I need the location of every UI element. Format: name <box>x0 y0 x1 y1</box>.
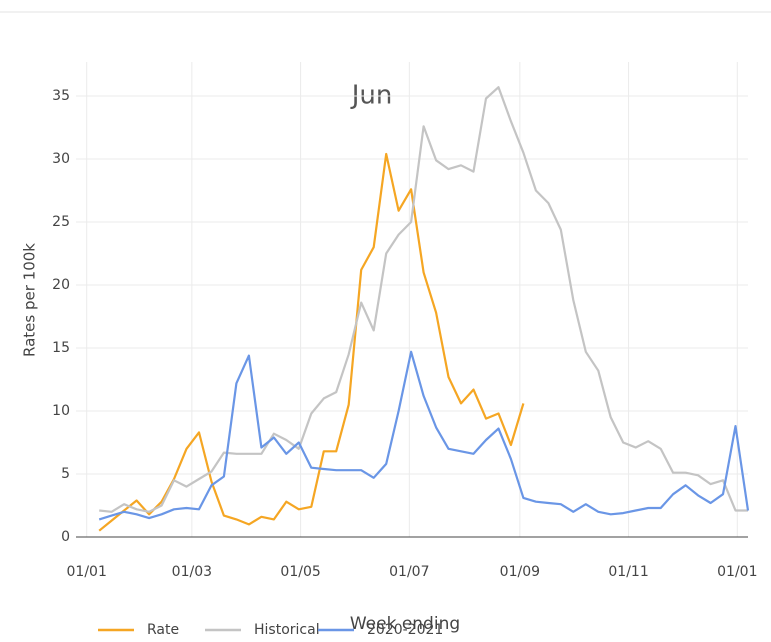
legend-label: Rate <box>147 622 179 638</box>
y-tick-label: 25 <box>52 214 70 230</box>
y-tick-label: 20 <box>52 277 70 293</box>
series-line <box>99 86 748 513</box>
x-tick-label: 01/03 <box>172 564 212 580</box>
y-axis-title: Rates per 100k <box>21 243 39 357</box>
y-tick-label: 35 <box>52 88 70 104</box>
x-tick-label: 01/01 <box>717 564 757 580</box>
y-tick-label: 15 <box>52 340 70 356</box>
x-axis-title: Week ending <box>350 614 460 634</box>
x-tick-label: 01/07 <box>389 564 429 580</box>
x-tick-label: 01/01 <box>67 564 107 580</box>
x-tick-label: 01/05 <box>280 564 320 580</box>
legend-label: 2020-2021 <box>367 622 443 638</box>
y-tick-label: 10 <box>52 403 70 419</box>
y-tick-label: 30 <box>52 151 70 167</box>
series-line <box>98 350 750 521</box>
legend-label: Historical <box>254 622 320 638</box>
x-tick-label: 01/09 <box>500 564 540 580</box>
x-tick-label: 01/11 <box>608 564 648 580</box>
annotation: Jun <box>350 81 393 111</box>
y-tick-label: 0 <box>61 529 70 545</box>
y-tick-label: 5 <box>61 466 70 482</box>
